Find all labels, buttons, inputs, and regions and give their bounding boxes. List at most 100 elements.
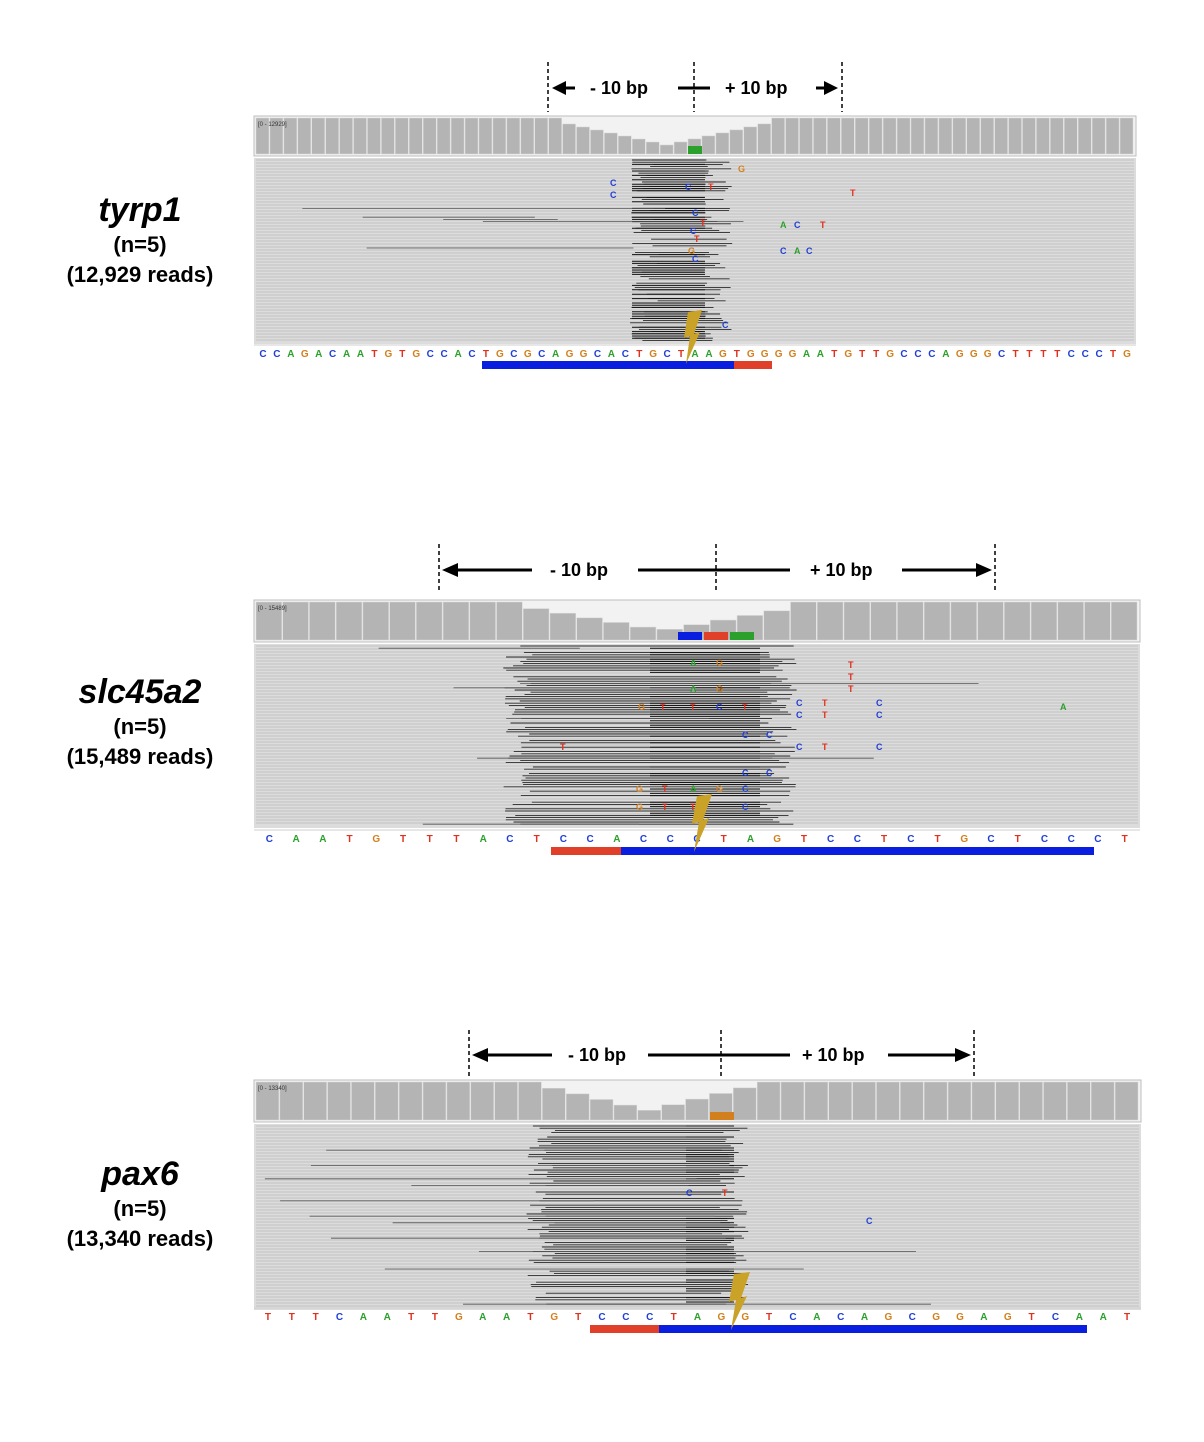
reference-base: C: [329, 349, 336, 360]
coverage-bar: [701, 135, 716, 155]
reference-base: G: [385, 349, 393, 360]
reference-base: C: [538, 349, 545, 360]
coverage-bar: [255, 1081, 280, 1121]
reference-base: C: [987, 834, 994, 845]
coverage-bar: [1043, 1081, 1067, 1121]
reference-base: C: [914, 349, 921, 360]
reference-base: C: [789, 1312, 796, 1323]
coverage-bar: [632, 138, 646, 155]
coverage-bar: [994, 117, 1008, 155]
reference-base: G: [649, 349, 657, 360]
reads-label: (13,340 reads): [66, 1226, 214, 1251]
reference-base: C: [827, 834, 834, 845]
reference-base: G: [580, 349, 588, 360]
mismatch-base: G: [716, 784, 723, 794]
mismatch-base: C: [742, 730, 749, 740]
guide-bar: [659, 1325, 1087, 1333]
reference-base: A: [942, 349, 949, 360]
reference-base: T: [1124, 1312, 1130, 1323]
reference-base: T: [1040, 349, 1046, 360]
reference-base: G: [741, 1312, 749, 1323]
coverage-bar: [255, 601, 282, 641]
reference-base: A: [357, 349, 364, 360]
reference-base: C: [427, 349, 434, 360]
reference-base: C: [1096, 349, 1103, 360]
mismatch-base: C: [766, 768, 773, 778]
coverage-bar: [311, 117, 325, 155]
coverage-bar: [442, 601, 470, 641]
left-offset-label: - 10 bp: [550, 560, 608, 580]
reference-base: C: [646, 1312, 653, 1323]
reference-base: G: [747, 349, 755, 360]
reference-base: C: [667, 834, 674, 845]
mismatch-base: G: [636, 802, 643, 812]
coverage-bar: [1114, 1081, 1139, 1121]
reference-base: G: [301, 349, 309, 360]
mismatch-base: T: [690, 802, 696, 812]
panel-tyrp1: tyrp1 (n=5) (12,929 reads) - 10 bp + 10 …: [0, 0, 1204, 400]
coverage-bar: [523, 608, 550, 641]
reference-base: A: [292, 834, 299, 845]
coverage-bar: [980, 117, 994, 155]
coverage-bar: [297, 117, 311, 155]
mismatch-base: G: [688, 246, 695, 256]
mismatch-base: T: [822, 710, 828, 720]
coverage-bar: [283, 117, 298, 155]
mismatch-base: C: [796, 742, 803, 752]
reference-base: T: [575, 1312, 581, 1323]
ruler: - 10 bp + 10 bp: [547, 62, 843, 112]
coverage-bar: [309, 601, 336, 641]
reference-base: G: [1123, 349, 1131, 360]
coverage-bar: [590, 129, 604, 155]
coverage-bar: [870, 601, 897, 641]
coverage-bar: [279, 1081, 303, 1121]
reference-base: G: [719, 349, 727, 360]
reference-base: T: [265, 1312, 271, 1323]
coverage-bar: [450, 117, 465, 155]
mismatch-base: T: [700, 218, 706, 228]
guide-bar: [482, 361, 734, 369]
cut-site-marker: [684, 310, 702, 364]
right-offset-label: + 10 bp: [810, 560, 873, 580]
reference-base: T: [1015, 834, 1021, 845]
reference-base: A: [384, 1312, 391, 1323]
coverage-bar: [362, 601, 389, 641]
reference-base: G: [1004, 1312, 1012, 1323]
guide-bar: [621, 847, 1094, 855]
mismatch-base: C: [794, 220, 801, 230]
mismatch-base: G: [638, 702, 645, 712]
coverage-bar: [436, 117, 451, 155]
reference-base: T: [483, 349, 489, 360]
reference-base: C: [598, 1312, 605, 1323]
reference-base: G: [844, 349, 852, 360]
coverage-bar: [589, 1099, 614, 1121]
left-offset-label: - 10 bp: [590, 78, 648, 98]
pam-bar: [590, 1325, 659, 1333]
coverage-bar: [1022, 117, 1036, 155]
reference-base: C: [998, 349, 1005, 360]
coverage-bar: [637, 1110, 661, 1121]
coverage-allele-mark: [710, 1112, 734, 1120]
reference-base: T: [734, 349, 740, 360]
cut-site-marker: [729, 1272, 750, 1330]
mismatch-base: T: [690, 702, 696, 712]
coverage-bar: [549, 612, 576, 641]
coverage-bar: [351, 1081, 375, 1121]
reference-base: T: [1110, 349, 1116, 360]
reference-base: T: [721, 834, 727, 845]
mismatch-base: A: [690, 684, 697, 694]
coverage-bar: [923, 601, 951, 641]
reference-base: G: [932, 1312, 940, 1323]
guide-annotation: [482, 361, 772, 369]
coverage-bar: [804, 1081, 829, 1121]
mismatch-base: C: [742, 784, 749, 794]
coverage-bar: [897, 601, 924, 641]
reference-base: C: [506, 834, 513, 845]
ruler: - 10 bp + 10 bp: [468, 1030, 975, 1078]
coverage-bar: [827, 117, 841, 155]
coverage-bar: [757, 123, 771, 155]
mismatch-base: C: [610, 178, 617, 188]
pam-bar: [734, 361, 772, 369]
mismatch-base: T: [708, 182, 714, 192]
